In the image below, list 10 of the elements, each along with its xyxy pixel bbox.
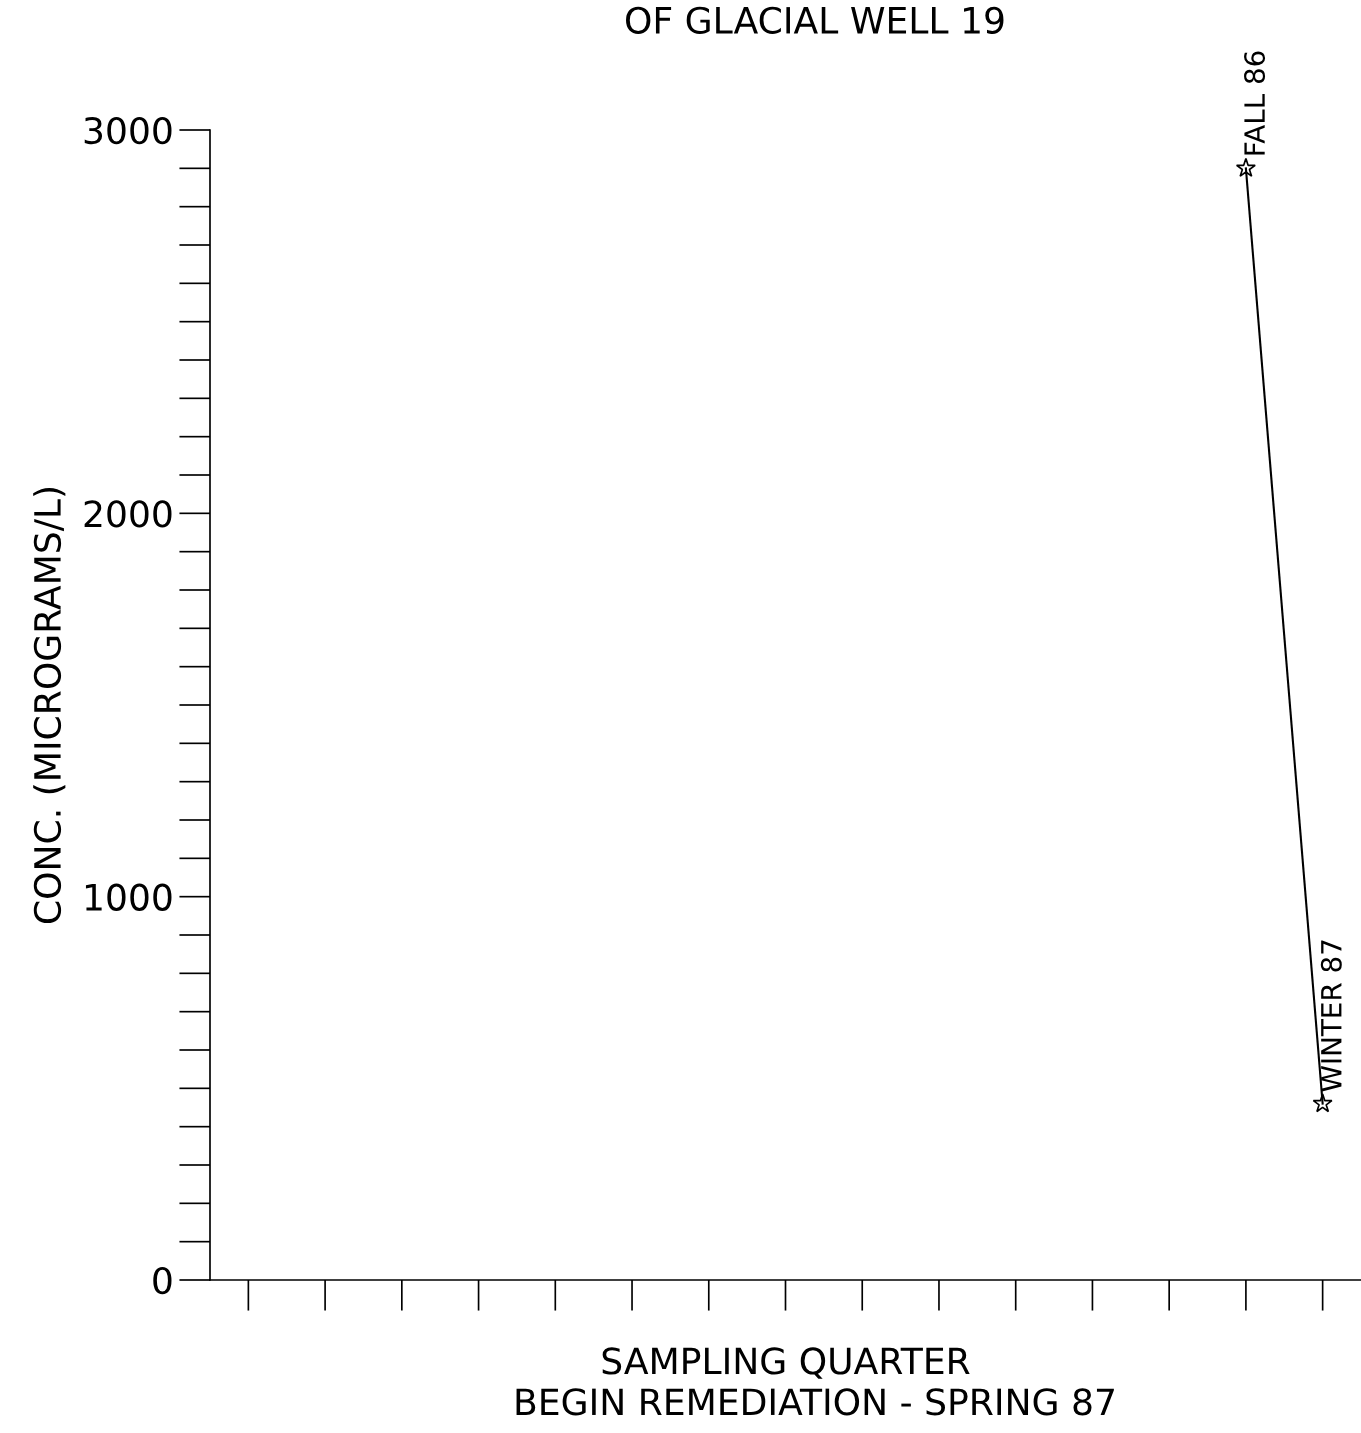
data-label: FALL 86 bbox=[1244, 51, 1266, 155]
text: BEGIN REMEDIATION - SPRING 87 bbox=[516, 1388, 1114, 1416]
data-label: WINTER 87 bbox=[1320, 940, 1342, 1092]
x-axis-title: SAMPLING QUARTER bbox=[602, 1347, 970, 1379]
chart-title: OF GLACIAL WELL 19 bbox=[626, 6, 1004, 34]
y-tick-label: 2000 bbox=[84, 500, 172, 528]
y-tick-label: 1000 bbox=[85, 883, 172, 911]
y-tick-label: 3000 bbox=[84, 116, 172, 145]
y-axis-title: CONC. (MICROGRAMS/L) bbox=[33, 488, 66, 924]
y-tick-label: 0 bbox=[153, 1266, 172, 1295]
